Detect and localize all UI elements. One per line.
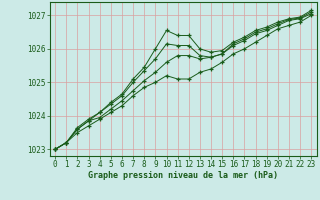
X-axis label: Graphe pression niveau de la mer (hPa): Graphe pression niveau de la mer (hPa) <box>88 171 278 180</box>
